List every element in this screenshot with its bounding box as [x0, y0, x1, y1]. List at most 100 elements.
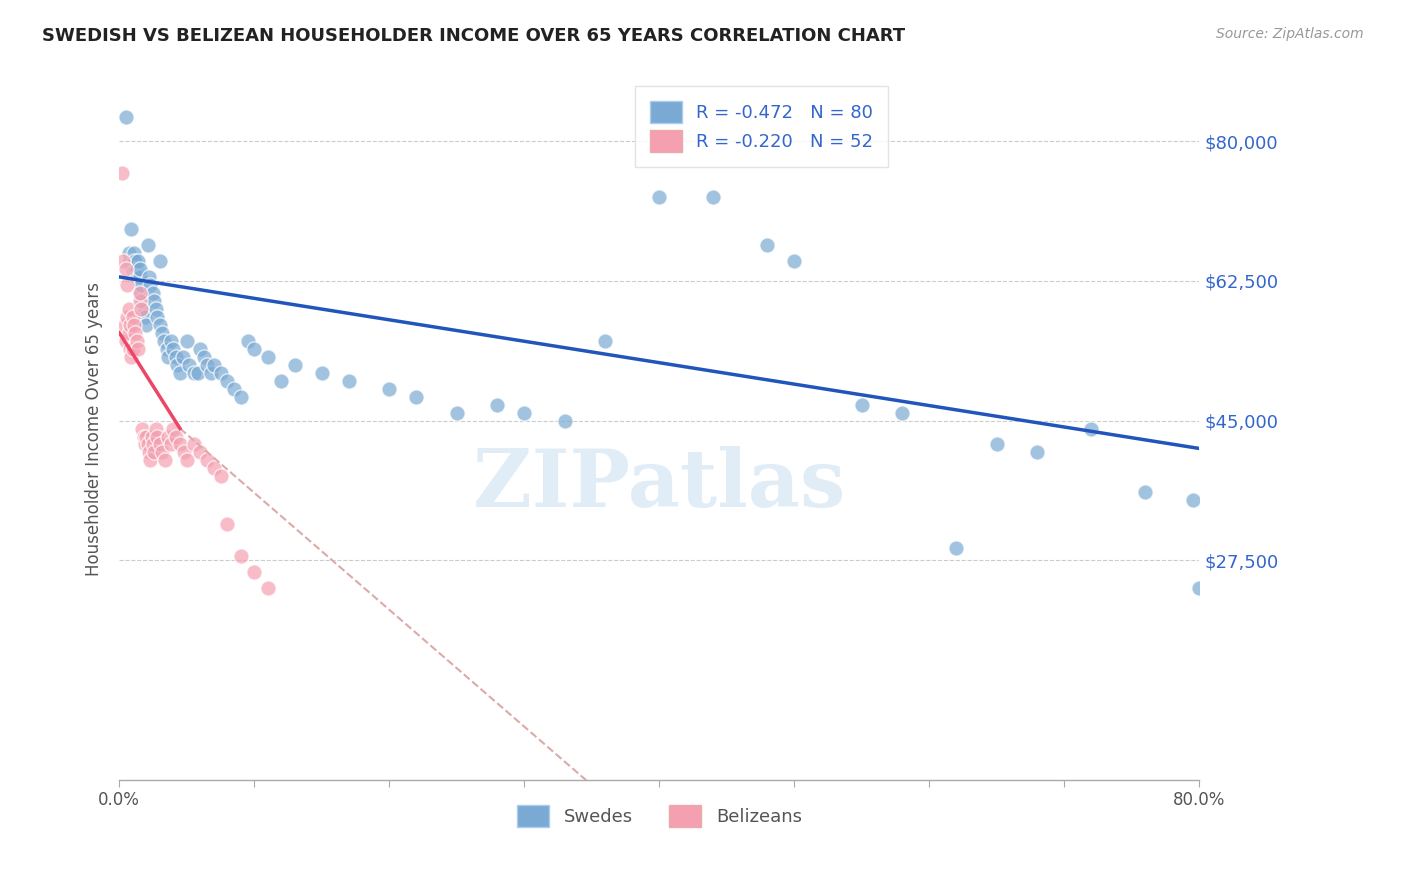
Point	[111, 166, 134, 180]
Point	[118, 301, 141, 316]
Point	[193, 350, 215, 364]
Point	[159, 334, 181, 348]
Point	[166, 358, 188, 372]
Point	[139, 453, 162, 467]
Point	[378, 382, 401, 396]
Point	[195, 358, 218, 372]
Point	[146, 310, 169, 324]
Point	[112, 254, 135, 268]
Point	[405, 390, 427, 404]
Point	[149, 318, 172, 332]
Point	[115, 262, 138, 277]
Point	[131, 293, 153, 308]
Point	[135, 318, 157, 332]
Point	[229, 549, 252, 564]
Point	[138, 445, 160, 459]
Point	[156, 429, 179, 443]
Point	[595, 334, 617, 348]
Point	[142, 437, 165, 451]
Point	[243, 342, 266, 356]
Point	[143, 293, 166, 308]
Point	[159, 437, 181, 451]
Point	[176, 334, 198, 348]
Point	[152, 445, 174, 459]
Point	[165, 350, 187, 364]
Point	[152, 326, 174, 340]
Point	[200, 366, 222, 380]
Text: Source: ZipAtlas.com: Source: ZipAtlas.com	[1216, 27, 1364, 41]
Point	[169, 366, 191, 380]
Point	[115, 111, 138, 125]
Point	[129, 301, 152, 316]
Text: SWEDISH VS BELIZEAN HOUSEHOLDER INCOME OVER 65 YEARS CORRELATION CHART: SWEDISH VS BELIZEAN HOUSEHOLDER INCOME O…	[42, 27, 905, 45]
Point	[125, 262, 148, 277]
Point	[1188, 581, 1211, 595]
Point	[127, 254, 149, 268]
Point	[143, 445, 166, 459]
Point	[114, 318, 136, 332]
Point	[337, 374, 360, 388]
Point	[134, 437, 156, 451]
Point	[128, 269, 150, 284]
Point	[486, 398, 509, 412]
Point	[146, 429, 169, 443]
Point	[121, 262, 143, 277]
Point	[173, 445, 195, 459]
Point	[217, 517, 239, 532]
Point	[121, 254, 143, 268]
Point	[648, 190, 671, 204]
Point	[986, 437, 1008, 451]
Point	[124, 254, 146, 268]
Point	[172, 350, 194, 364]
Point	[162, 342, 184, 356]
Point	[169, 437, 191, 451]
Point	[132, 429, 155, 443]
Point	[121, 342, 143, 356]
Point	[136, 238, 159, 252]
Point	[188, 445, 211, 459]
Point	[756, 238, 779, 252]
Point	[311, 366, 333, 380]
Point	[284, 358, 307, 372]
Point	[153, 334, 176, 348]
Point	[128, 285, 150, 300]
Y-axis label: Householder Income Over 65 years: Householder Income Over 65 years	[86, 282, 103, 575]
Point	[222, 382, 245, 396]
Point	[187, 366, 209, 380]
Point	[851, 398, 873, 412]
Point	[209, 366, 232, 380]
Point	[138, 269, 160, 284]
Point	[122, 246, 145, 260]
Point	[1181, 493, 1204, 508]
Point	[120, 350, 142, 364]
Point	[129, 285, 152, 300]
Point	[145, 421, 167, 435]
Point	[127, 342, 149, 356]
Point	[513, 406, 536, 420]
Point	[702, 190, 724, 204]
Point	[162, 421, 184, 435]
Point	[120, 254, 142, 268]
Point	[120, 222, 142, 236]
Point	[183, 366, 205, 380]
Point	[1026, 445, 1049, 459]
Point	[117, 277, 139, 292]
Point	[120, 342, 142, 356]
Point	[124, 326, 146, 340]
Point	[270, 374, 292, 388]
Point	[202, 358, 225, 372]
Text: ZIPatlas: ZIPatlas	[474, 446, 845, 524]
Point	[141, 429, 163, 443]
Point	[256, 581, 278, 595]
Point	[124, 262, 146, 277]
Point	[554, 413, 576, 427]
Point	[118, 326, 141, 340]
Legend: Swedes, Belizeans: Swedes, Belizeans	[509, 797, 808, 834]
Point	[153, 453, 176, 467]
Point	[118, 246, 141, 260]
Point	[202, 461, 225, 475]
Point	[1135, 485, 1157, 500]
Point	[209, 469, 232, 483]
Point	[179, 358, 201, 372]
Point	[136, 437, 159, 451]
